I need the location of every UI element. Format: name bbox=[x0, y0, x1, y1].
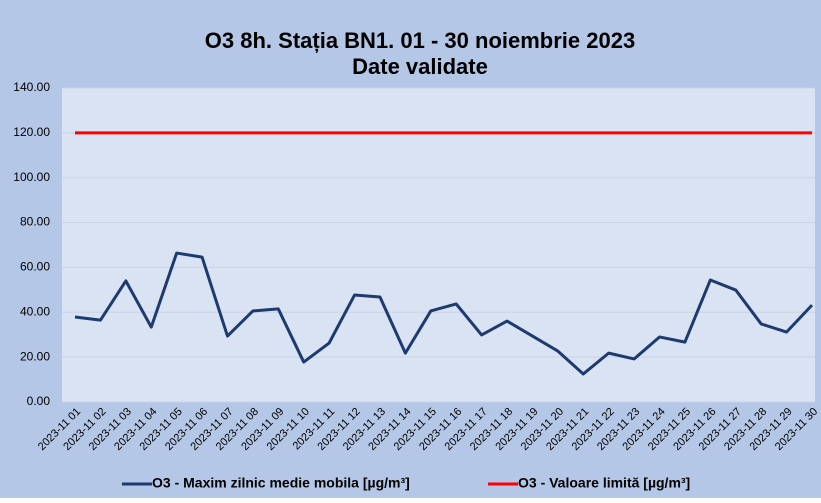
legend-label: O3 - Valoare limită [µg/m³] bbox=[518, 475, 690, 491]
data-line bbox=[74, 251, 814, 376]
y-tick-label: 40.00 bbox=[20, 304, 50, 318]
legend-label: O3 - Maxim zilnic medie mobila [µg/m³] bbox=[152, 475, 410, 491]
y-tick-label: 100.00 bbox=[13, 170, 50, 184]
y-tick-label: 0.00 bbox=[27, 394, 51, 408]
y-tick-label: 20.00 bbox=[20, 349, 50, 363]
y-tick-label: 120.00 bbox=[13, 125, 50, 139]
y-tick-label: 80.00 bbox=[20, 215, 50, 229]
chart-title: O3 8h. Stația BN1. 01 - 30 noiembrie 202… bbox=[205, 28, 635, 53]
y-tick-label: 140.00 bbox=[13, 80, 50, 94]
y-tick-label: 60.00 bbox=[20, 260, 50, 274]
chart-subtitle: Date validate bbox=[352, 54, 488, 79]
plot-background bbox=[62, 88, 815, 402]
